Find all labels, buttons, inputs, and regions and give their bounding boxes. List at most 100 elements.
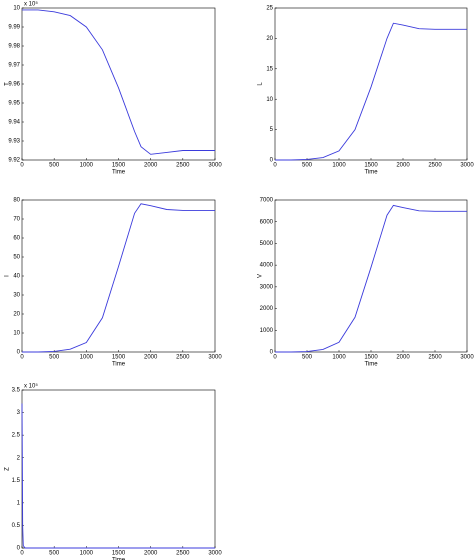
data-line	[22, 203, 215, 353]
x-tick-label: 2500	[176, 355, 190, 361]
axes-box	[21, 389, 216, 549]
y-tick-label: 9.92	[8, 158, 20, 164]
y-tick-label: 60	[13, 236, 20, 242]
x-tick-label: 1500	[112, 163, 126, 169]
x-tick-label: 500	[49, 551, 60, 557]
y-tick-label: 2000	[260, 306, 274, 312]
y-tick-label: 0	[270, 158, 274, 164]
y-tick-label: 10	[13, 6, 20, 12]
y-tick-label: 70	[13, 217, 20, 223]
x-tick-label: 3000	[460, 355, 474, 361]
x-axis-label: Time	[112, 362, 126, 368]
y-tick-label: 30	[13, 293, 20, 299]
y-tick-label: 0.5	[12, 523, 21, 529]
x-tick-label: 500	[49, 163, 60, 169]
x-tick-label: 1000	[80, 551, 94, 557]
subplot: 0 500 1000 1500 2000 2500 3000 0 1000 2000 3000 400…	[258, 198, 474, 368]
y-axis-label: I	[5, 275, 11, 277]
x-tick-label: 1000	[332, 163, 346, 169]
y-tick-label: 80	[13, 198, 20, 204]
x-tick-label: 3000	[208, 355, 222, 361]
x-tick-label: 1500	[364, 163, 378, 169]
y-tick-label: 10	[266, 97, 273, 103]
y-tick-label: 5	[270, 127, 274, 133]
x-tick-label: 3000	[208, 551, 222, 557]
x-tick-label: 0	[273, 163, 277, 169]
x-tick-label: 1500	[112, 355, 126, 361]
y-tick-label: 0	[17, 350, 21, 356]
y-tick-label: 5000	[260, 241, 274, 247]
y-tick-label: 2	[17, 455, 21, 461]
y-tick-label: 50	[13, 255, 20, 261]
y-tick-label: 1	[17, 500, 21, 506]
axis-multiplier: x 10⁵	[24, 1, 38, 8]
x-axis-label: Time	[364, 170, 378, 176]
subplot: 0 500 1000 1500 2000 2500 3000 0 0.5 1 1.5 2 2.5 3 3.5…	[5, 383, 223, 560]
x-tick-label: 1000	[80, 355, 94, 361]
x-tick-label: 500	[49, 355, 60, 361]
axis-multiplier: x 10⁵	[24, 383, 38, 390]
y-axis-label: T	[5, 82, 11, 86]
y-tick-label: 40	[13, 274, 20, 280]
x-tick-label: 1500	[112, 551, 126, 557]
x-tick-label: 0	[20, 163, 24, 169]
y-axis-label: V	[258, 274, 264, 278]
subplot: 0 500 1000 1500 2000 2500 3000 9.92 9.93 9.94 9.95…	[5, 1, 223, 176]
y-tick-label: 10	[13, 331, 20, 337]
y-tick-label: 9.93	[8, 139, 20, 145]
y-axis-label: L	[258, 82, 264, 86]
x-tick-label: 2500	[176, 163, 190, 169]
data-line	[22, 9, 215, 155]
x-tick-label: 2500	[176, 551, 190, 557]
x-tick-label: 1000	[332, 355, 346, 361]
y-tick-label: 3000	[260, 284, 274, 290]
subplot: 0 500 1000 1500 2000 2500 3000 0 10 20 30 40 50 60 70 8…	[5, 198, 223, 368]
subplot: 0 500 1000 1500 2000 2500 3000 0 5 10 15 20 25 Time L	[258, 6, 474, 176]
x-tick-label: 0	[273, 355, 277, 361]
x-tick-label: 0	[20, 355, 24, 361]
y-tick-label: 9.98	[8, 44, 20, 50]
y-axis-label: Z	[5, 467, 11, 471]
y-tick-label: 9.96	[8, 82, 20, 88]
y-tick-label: 25	[266, 6, 273, 12]
y-tick-label: 9.95	[8, 101, 20, 107]
x-tick-label: 3000	[208, 163, 222, 169]
y-tick-label: 1.5	[12, 478, 21, 484]
y-tick-label: 3	[17, 410, 21, 416]
y-tick-label: 9.94	[8, 120, 20, 126]
x-axis-label: Time	[112, 170, 126, 176]
x-tick-label: 2000	[144, 163, 158, 169]
y-tick-label: 20	[266, 36, 273, 42]
y-tick-label: 15	[266, 66, 273, 72]
x-tick-label: 0	[20, 551, 24, 557]
axes-box	[21, 7, 216, 161]
y-tick-label: 4000	[260, 263, 274, 269]
y-tick-label: 20	[13, 312, 20, 318]
x-tick-label: 2500	[428, 163, 442, 169]
y-tick-label: 3.5	[12, 388, 21, 394]
y-tick-label: 0	[270, 350, 274, 356]
y-tick-label: 0	[17, 546, 21, 552]
y-tick-label: 7000	[260, 198, 274, 204]
y-tick-label: 1000	[260, 328, 274, 334]
x-tick-label: 500	[302, 355, 313, 361]
axes-box	[274, 7, 468, 161]
data-line	[21, 403, 215, 549]
x-tick-label: 2000	[144, 355, 158, 361]
x-tick-label: 500	[302, 163, 313, 169]
x-tick-label: 2000	[144, 551, 158, 557]
x-tick-label: 2500	[428, 355, 442, 361]
x-axis-label: Time	[364, 362, 378, 368]
x-axis-label: Time	[112, 558, 126, 560]
x-tick-label: 2000	[396, 163, 410, 169]
x-tick-label: 3000	[460, 163, 474, 169]
data-line	[275, 204, 467, 353]
y-tick-label: 2.5	[12, 433, 21, 439]
data-line	[275, 22, 467, 161]
x-tick-label: 1000	[80, 163, 94, 169]
y-tick-label: 6000	[260, 219, 274, 225]
y-tick-label: 9.99	[8, 25, 20, 31]
axes-box	[274, 199, 468, 353]
x-tick-label: 1500	[364, 355, 378, 361]
